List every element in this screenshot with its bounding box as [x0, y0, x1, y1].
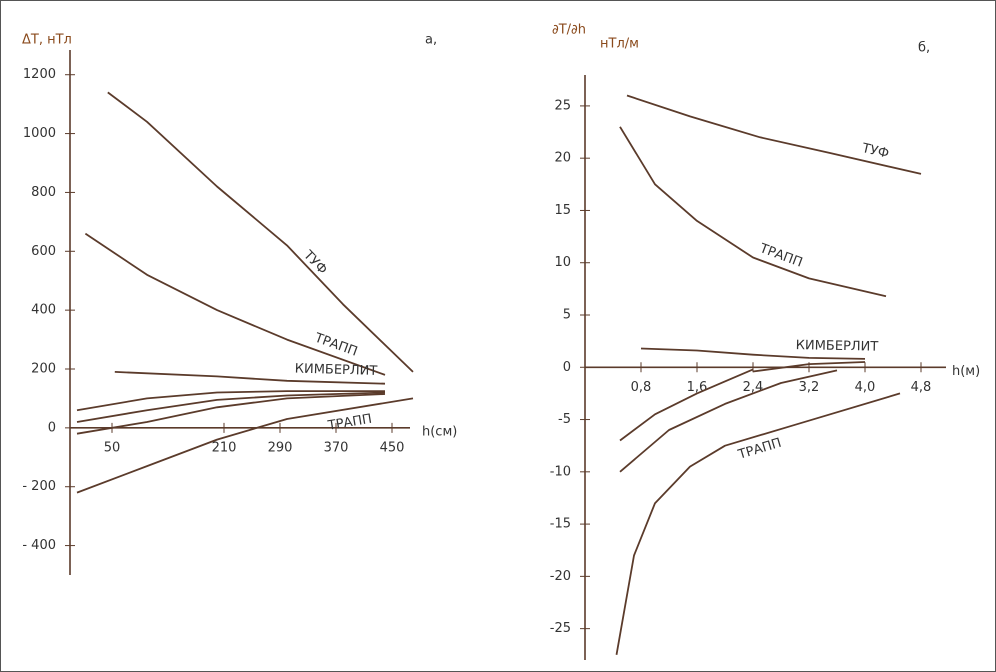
- y-tick-label: -10: [550, 464, 571, 479]
- curve: [76, 393, 386, 435]
- y-tick-label: 0: [563, 360, 571, 375]
- y-tick-label: 25: [554, 98, 571, 113]
- x-tick-label: 4,0: [855, 380, 876, 395]
- y-tick-label: -5: [558, 412, 571, 427]
- curve: [640, 347, 866, 360]
- curve-label: ТРАПП: [326, 412, 373, 434]
- y-tick-label: 400: [31, 303, 56, 318]
- y-tick-label: 0: [48, 420, 56, 435]
- y-tick-label: 15: [554, 203, 571, 218]
- x-axis-label: h(см): [422, 424, 457, 439]
- curve-label: ТУФ: [860, 141, 891, 162]
- curve: [84, 232, 386, 376]
- curve: [615, 392, 901, 655]
- y-axis-unit: нТл/м: [600, 37, 639, 52]
- curve: [626, 94, 922, 175]
- x-axis-label: h(м): [952, 364, 980, 379]
- y-tick-label: 10: [554, 255, 571, 270]
- curve-label: КИМБЕРЛИТ: [294, 362, 377, 379]
- y-tick-label: 600: [31, 244, 56, 259]
- curve: [76, 390, 385, 412]
- y-axis-label: ∂T/∂h: [552, 23, 586, 38]
- y-tick-label: 200: [31, 362, 56, 377]
- x-tick-label: 290: [268, 440, 293, 455]
- x-tick-label: 4,8: [911, 380, 932, 395]
- y-tick-label: 800: [31, 185, 56, 200]
- y-tick-label: -15: [550, 517, 571, 532]
- y-axis-label: ΔT, нТл: [22, 33, 72, 48]
- panel-label: б,: [918, 41, 930, 56]
- x-tick-label: 450: [380, 440, 405, 455]
- curve: [114, 371, 386, 385]
- panel-label: а,: [425, 33, 437, 48]
- curve: [752, 361, 866, 373]
- curve: [619, 368, 754, 442]
- x-tick-label: 370: [324, 440, 349, 455]
- y-tick-label: -20: [550, 569, 571, 584]
- curve-label: КИМБЕРЛИТ: [796, 338, 879, 355]
- curve: [619, 369, 838, 473]
- x-tick-label: 3,2: [799, 380, 820, 395]
- y-tick-label: 5: [563, 308, 571, 323]
- y-tick-label: 1000: [23, 126, 56, 141]
- x-tick-label: 0,8: [631, 380, 652, 395]
- y-tick-label: -25: [550, 621, 571, 636]
- y-tick-label: 20: [554, 151, 571, 166]
- curve: [76, 391, 386, 423]
- curve: [107, 91, 414, 373]
- x-tick-label: 210: [212, 440, 237, 455]
- curve: [619, 126, 887, 298]
- y-tick-label: - 200: [22, 479, 56, 494]
- y-tick-label: 1200: [23, 67, 56, 82]
- y-tick-label: - 400: [22, 538, 56, 553]
- curve: [76, 397, 414, 494]
- x-tick-label: 50: [104, 440, 121, 455]
